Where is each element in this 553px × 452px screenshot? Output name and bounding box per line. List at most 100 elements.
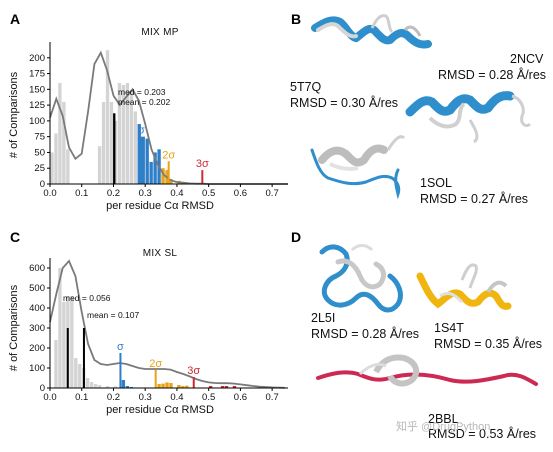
y-tick-label: 100 [29, 116, 45, 127]
x-tick-label: 0.0 [43, 188, 56, 199]
chart-mix-mp: MIX MP σ 2σ 3σ 0.0 0.1 0.2 0.3 0.4 0.5 0.6 0.7 0 25… [8, 27, 288, 212]
panel-letter-d: D [291, 229, 301, 245]
histogram-bar [109, 101, 114, 184]
histogram-bar [133, 111, 137, 184]
histogram-bar [185, 385, 189, 388]
x-tick-label: 0.7 [266, 188, 279, 199]
histogram-bar [105, 50, 110, 185]
kde-curve [49, 259, 285, 389]
y-tick-label: 500 [29, 283, 45, 294]
y-tick-label: 300 [29, 323, 45, 334]
histogram-bar [50, 152, 54, 184]
histogram-bar [149, 161, 153, 184]
x-tick-label: 0.7 [266, 392, 279, 403]
x-tick-label: 0.1 [75, 188, 88, 199]
axes: 0.0 0.1 0.2 0.3 0.4 0.5 0.6 0.7 0 25 50 75 100 125 150… [29, 42, 288, 199]
structure-label-2l5i: 2L5I [311, 311, 335, 325]
median-annotation: med = 0.203 [118, 87, 166, 97]
y-axis-label: # of Comparisons [8, 71, 20, 158]
histogram-bar [224, 386, 229, 388]
sigma-label: σ [138, 125, 145, 137]
sigma-label: 3σ [196, 158, 209, 170]
histogram-bar [121, 84, 126, 184]
x-axis-label: per residue Cα RMSD [106, 200, 214, 212]
x-tick-label: 0.1 [75, 392, 88, 403]
structure-label-2bbl: 2BBL [428, 412, 459, 426]
histogram-bar [169, 383, 173, 388]
histogram-bar [165, 382, 169, 388]
histogram-bar [177, 385, 181, 388]
y-axis-label: # of Comparisons [8, 284, 20, 371]
sigma-label: 2σ [162, 149, 175, 161]
histogram-bar [125, 386, 130, 388]
histogram-bar [169, 178, 173, 184]
y-tick-label: 50 [34, 147, 45, 158]
protein-structure-5t7q [311, 14, 432, 49]
structure-label-1sol: 1SOL [420, 176, 452, 190]
histogram-bar [141, 136, 145, 184]
histogram-bar [62, 101, 66, 184]
y-tick-label: 400 [29, 303, 45, 314]
y-tick-label: 200 [29, 343, 45, 354]
histogram-bar [93, 384, 98, 388]
histogram-bar [101, 101, 106, 184]
y-tick-label: 0 [40, 179, 45, 190]
histogram-bar [181, 386, 185, 388]
histogram-bar [89, 382, 94, 388]
x-tick-label: 0.4 [170, 392, 183, 403]
x-tick-label: 0.4 [170, 188, 183, 199]
y-tick-label: 125 [29, 100, 45, 111]
stat-lines: σ 2σ 3σ [113, 113, 209, 184]
histogram-bar [145, 138, 149, 184]
histogram-bar [97, 146, 102, 184]
histogram-bar [137, 124, 141, 184]
y-tick-label: 0 [40, 383, 45, 394]
y-tick-label: 75 [34, 132, 45, 143]
panel-letter-b: B [291, 11, 301, 27]
chart-mix-sl: MIX SL σ 2σ 3σ 0.0 0.1 0.2 0.3 0.4 0.5 0.6 0.7 0 10… [8, 248, 288, 416]
median-annotation: med = 0.056 [63, 293, 111, 303]
histogram-bar [105, 386, 110, 388]
y-tick-label: 100 [29, 363, 45, 374]
histogram-bar [78, 364, 82, 388]
histogram-bar [121, 380, 126, 388]
y-tick-label: 600 [29, 263, 45, 274]
histogram-bar [125, 83, 130, 184]
histogram-bar [86, 378, 90, 388]
histogram-bar [129, 90, 133, 184]
histogram-bar [157, 384, 161, 388]
histogram-bar [58, 83, 62, 184]
protein-structure-2l5i [319, 244, 403, 313]
protein-structure-1sol [310, 135, 406, 200]
histogram-bar [220, 386, 225, 388]
structure-rmsd-2l5i: RMSD = 0.28 Å/res [311, 326, 419, 341]
y-tick-label: 175 [29, 69, 45, 80]
x-tick-label: 0.5 [202, 188, 215, 199]
x-tick-label: 0.5 [202, 392, 215, 403]
histogram-bar [66, 149, 70, 184]
mean-annotation: mean = 0.107 [87, 310, 139, 320]
x-tick-label: 0.0 [43, 392, 56, 403]
panel-letter-c: C [10, 229, 20, 245]
x-tick-label: 0.2 [107, 392, 120, 403]
panel-letter-a: A [10, 11, 20, 27]
histogram-bar [70, 296, 74, 388]
histogram-bar [117, 83, 122, 184]
x-tick-label: 0.6 [234, 392, 247, 403]
x-tick-label: 0.3 [139, 188, 152, 199]
histogram-bar [153, 152, 157, 184]
structure-rmsd-5t7q: RMSD = 0.30 Å/res [290, 95, 398, 110]
x-tick-label: 0.3 [139, 392, 152, 403]
structure-rmsd-1sol: RMSD = 0.27 Å/res [420, 191, 528, 206]
mean-annotation: mean = 0.202 [118, 97, 170, 107]
histogram-bar [58, 268, 62, 388]
histogram-bar [161, 168, 165, 184]
histogram-bar [74, 358, 78, 388]
protein-structure-1s4t [416, 263, 512, 310]
sigma-label: σ [117, 341, 124, 353]
y-tick-label: 150 [29, 84, 45, 95]
histogram-bar [113, 386, 118, 388]
axes: 0.0 0.1 0.2 0.3 0.4 0.5 0.6 0.7 0 100 200 300 400 500… [29, 258, 288, 403]
bars-group [54, 268, 237, 388]
